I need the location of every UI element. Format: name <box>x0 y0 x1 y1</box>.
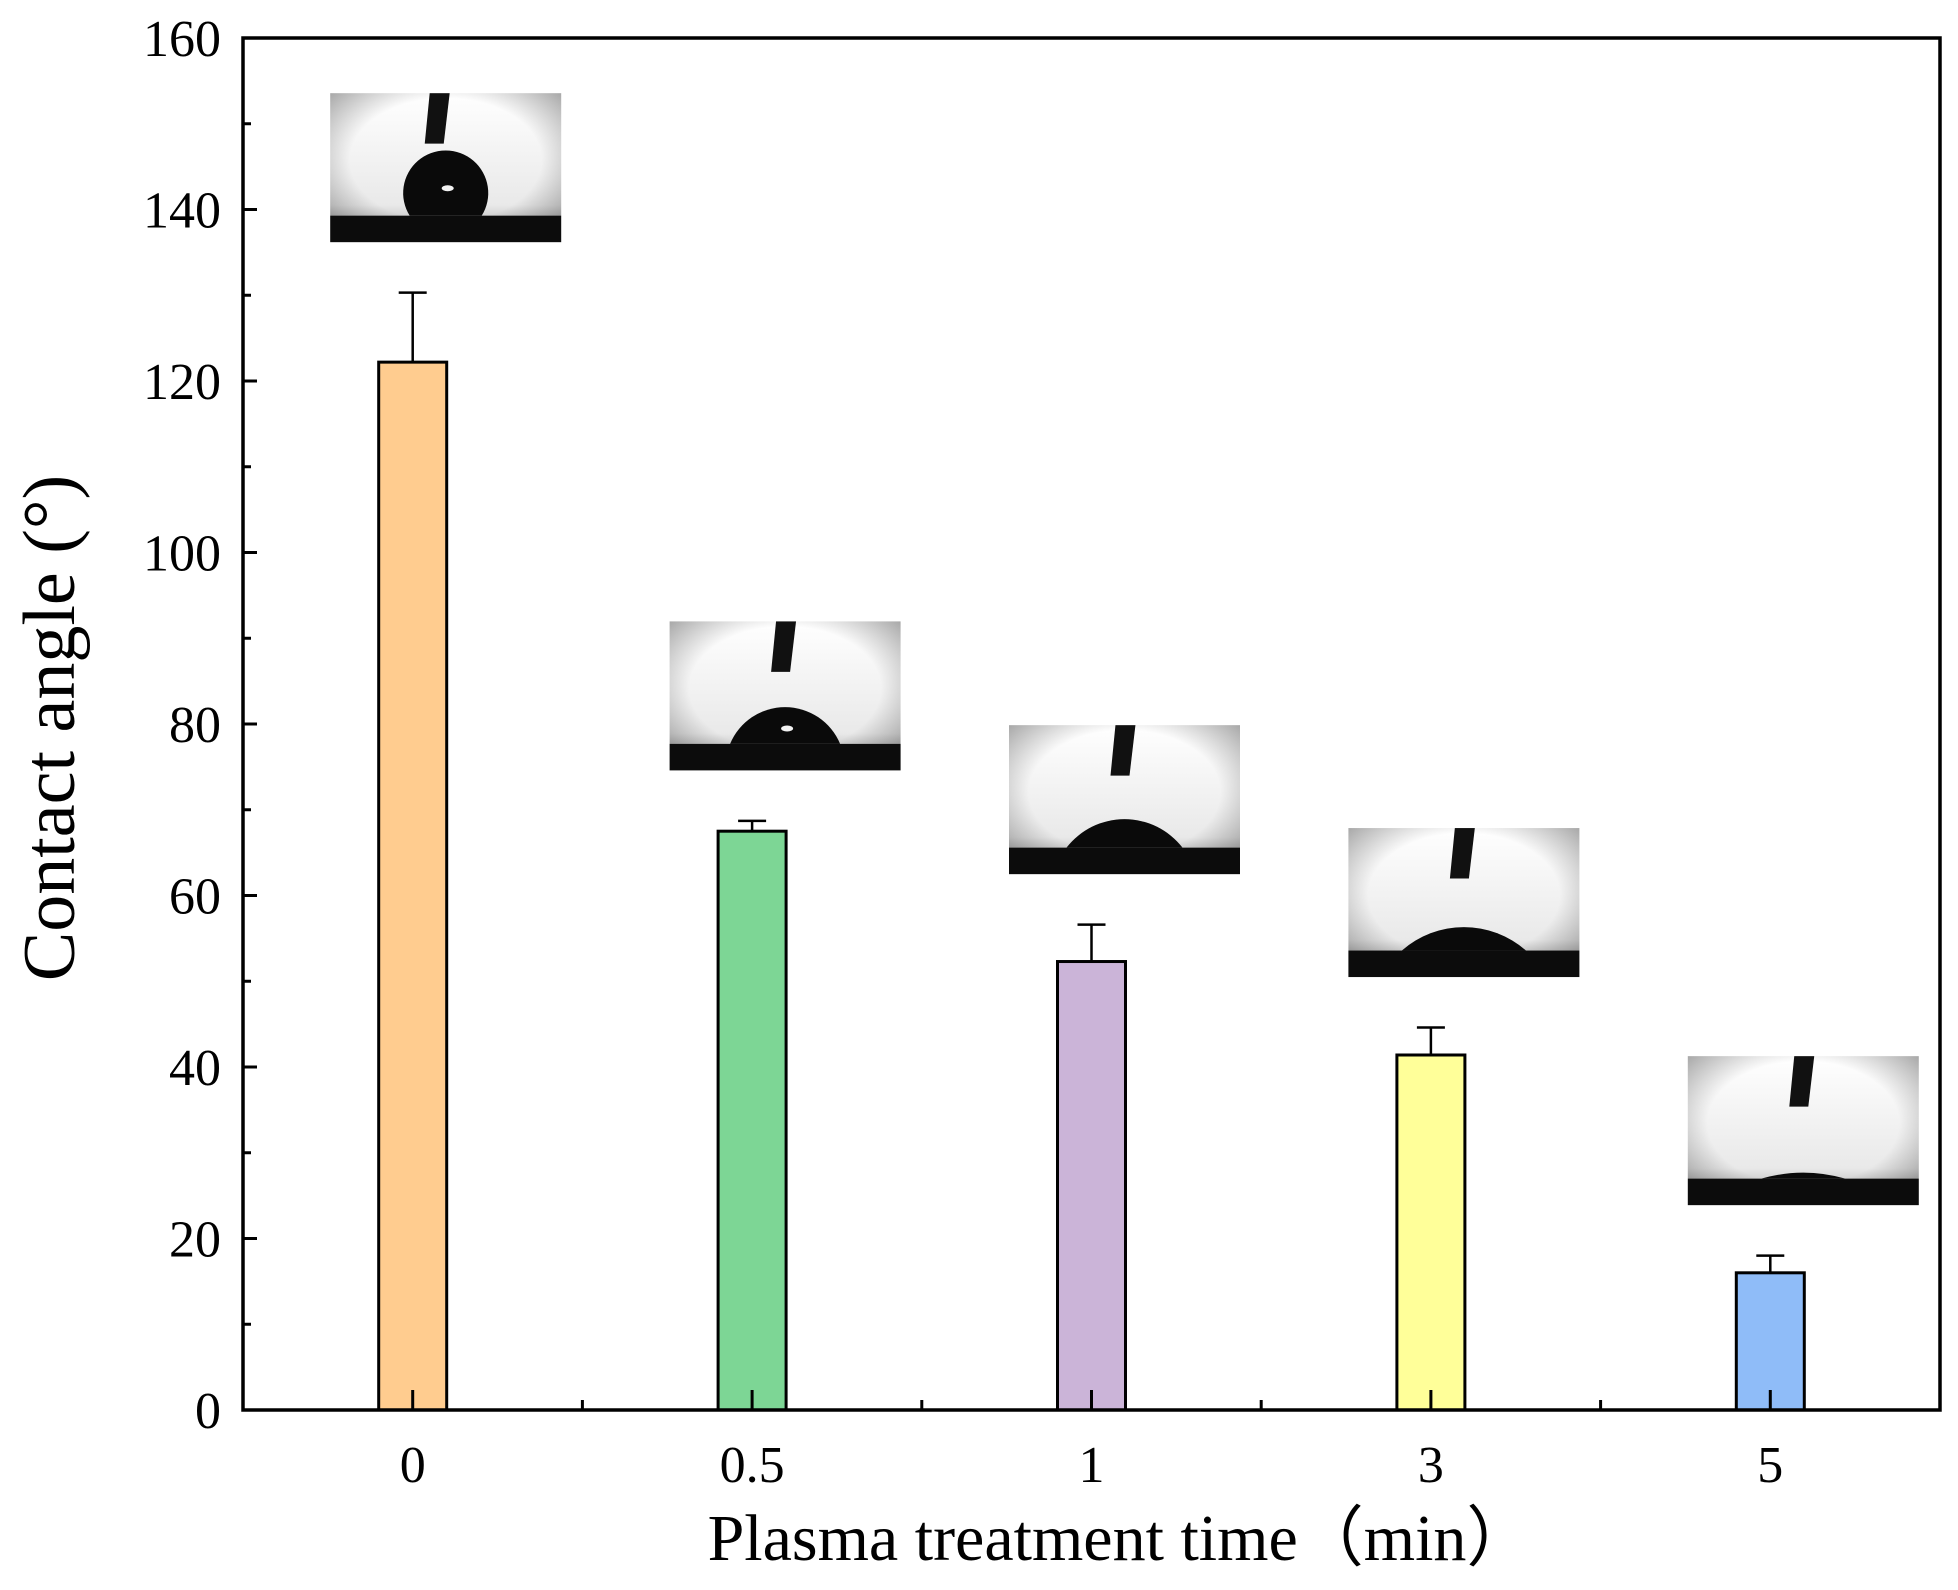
x-tick-label: 5 <box>1757 1437 1783 1494</box>
y-tick-label: 140 <box>143 183 221 240</box>
y-tick-label: 100 <box>143 526 221 583</box>
bar-3 <box>1395 1053 1467 1412</box>
inset-substrate <box>669 743 902 771</box>
y-tick-label: 80 <box>169 697 221 754</box>
inset-border <box>329 92 563 244</box>
inset-substrate <box>329 215 562 243</box>
error-bars-group <box>398 291 1785 1273</box>
inset-needle <box>1789 1055 1815 1107</box>
inset-border <box>1008 724 1241 876</box>
y-tick-label: 120 <box>143 354 221 411</box>
droplet-inset-3 <box>1347 827 1581 979</box>
droplet-inset-1 <box>1008 724 1241 876</box>
inset-droplet <box>403 150 489 216</box>
inset-needle <box>1110 724 1136 776</box>
y-tick-label: 40 <box>169 1040 221 1097</box>
droplet-inset-0.5 <box>668 620 902 772</box>
droplet-inset-0 <box>329 92 563 244</box>
droplet-insets-group <box>329 92 1920 1207</box>
bars-group <box>377 360 1806 1412</box>
inset-substrate <box>1687 1178 1920 1206</box>
inset-substrate <box>1008 847 1241 875</box>
inset-needle <box>1449 827 1475 879</box>
inset-droplet <box>1401 927 1526 951</box>
y-tick-label: 60 <box>169 869 221 926</box>
inset-droplet-highlight <box>781 725 794 732</box>
x-tick-label: 0 <box>400 1437 426 1494</box>
x-tick-label: 0.5 <box>720 1437 785 1494</box>
axes-group: 0 20 40 60 80 100 120 140 160 0 0.5 1 3 5 <box>143 11 1942 1494</box>
y-axis-title: Contact angle (°) <box>9 475 91 981</box>
inset-needle <box>771 620 797 672</box>
x-axis-title: Plasma treatment time（min） <box>708 1502 1533 1575</box>
y-tick-label: 20 <box>169 1212 221 1269</box>
droplet-inset-5 <box>1686 1055 1920 1207</box>
inset-droplet <box>730 707 841 744</box>
inset-substrate <box>1347 950 1580 978</box>
bar-0.5 <box>716 829 788 1412</box>
bar-5 <box>1734 1271 1806 1412</box>
x-tick-label: 1 <box>1079 1437 1105 1494</box>
inset-border <box>1686 1055 1920 1207</box>
bar-0 <box>377 360 449 1412</box>
inset-border <box>1347 827 1581 979</box>
y-tick-label: 0 <box>195 1383 221 1440</box>
inset-droplet <box>1761 1172 1846 1179</box>
inset-border <box>668 620 902 772</box>
inset-droplet-highlight <box>441 185 454 192</box>
inset-needle <box>424 92 450 144</box>
bar-1 <box>1056 960 1127 1412</box>
y-tick-label: 160 <box>143 11 221 68</box>
x-tick-label: 3 <box>1418 1437 1444 1494</box>
inset-droplet <box>1066 819 1183 848</box>
